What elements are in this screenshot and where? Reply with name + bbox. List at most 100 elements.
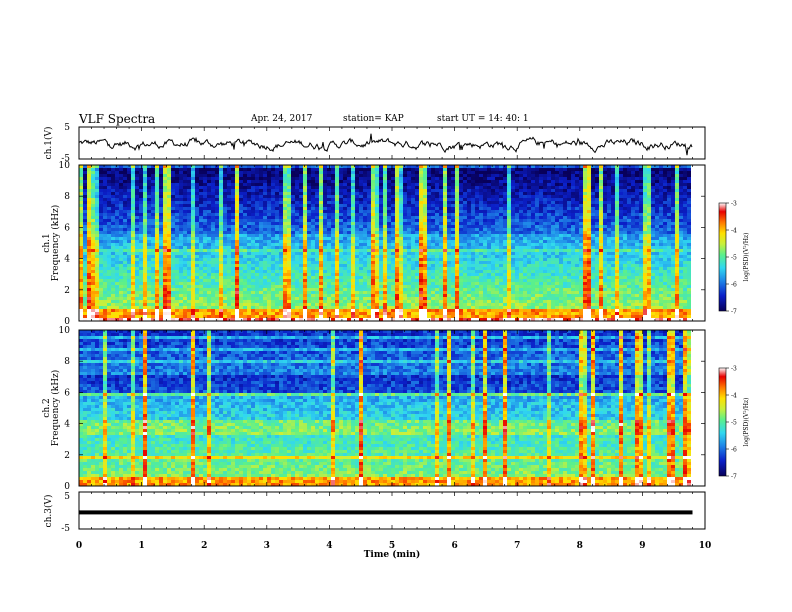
spectrogram-cell (367, 246, 371, 249)
spectrogram-cell (95, 201, 99, 204)
spectrogram-cell (443, 309, 447, 312)
spectrogram-cell (395, 261, 399, 264)
spectrogram-cell (291, 312, 295, 315)
spectrogram-cell (419, 246, 423, 249)
spectrogram-cell (231, 303, 235, 306)
spectrogram-cell (395, 219, 399, 222)
spectrogram-cell (123, 303, 127, 306)
spectrogram-cell (255, 195, 259, 198)
spectrogram-cell (91, 300, 95, 303)
spectrogram-cell (199, 318, 203, 321)
spectrogram-cell (343, 255, 347, 258)
spectrogram-cell (371, 276, 375, 279)
spectrogram-cell (295, 165, 299, 168)
spectrogram-cell (231, 264, 235, 267)
spectrogram-cell (395, 318, 399, 321)
spectrogram-cell (323, 255, 327, 258)
spectrogram-cell (231, 237, 235, 240)
spectrogram-cell (95, 177, 99, 180)
spectrogram-cell (159, 267, 163, 270)
spectrogram-cell (239, 225, 243, 228)
spectrogram-cell (167, 201, 171, 204)
spectrogram-cell (347, 303, 351, 306)
spectrogram-cell (331, 180, 335, 183)
spectrogram-cell (411, 243, 415, 246)
spectrogram-cell (143, 231, 147, 234)
spectrogram-cell (235, 288, 239, 291)
spectrogram-cell (79, 243, 83, 246)
spectrogram-cell (423, 183, 427, 186)
spectrogram-cell (271, 258, 275, 261)
spectrogram-cell (131, 246, 135, 249)
spectrogram-cell (291, 246, 295, 249)
spectrogram-cell (91, 273, 95, 276)
spectrogram-cell (187, 231, 191, 234)
spectrogram-cell (387, 168, 391, 171)
spectrogram-cell (187, 237, 191, 240)
spectrogram-cell (143, 273, 147, 276)
spectrogram-cell (439, 279, 443, 282)
spectrogram-cell (315, 213, 319, 216)
spectrogram-cell (435, 279, 439, 282)
spectrogram-cell (287, 243, 291, 246)
spectrogram-cell (203, 306, 207, 309)
spectrogram-cell (395, 279, 399, 282)
spectrogram-cell (91, 168, 95, 171)
spectrogram-cell (275, 303, 279, 306)
spectrogram-cell (347, 186, 351, 189)
spectrogram-cell (443, 246, 447, 249)
spectrogram-cell (259, 180, 263, 183)
spectrogram-cell (215, 219, 219, 222)
spectrogram-cell (275, 291, 279, 294)
spectrogram-cell (379, 174, 383, 177)
spectrogram-cell (427, 186, 431, 189)
spectrogram-cell (399, 309, 403, 312)
spectrogram-cell (387, 171, 391, 174)
spectrogram-cell (255, 168, 259, 171)
spectrogram-cell (423, 270, 427, 273)
spectrogram-cell (263, 249, 267, 252)
spectrogram-cell (363, 282, 367, 285)
spectrogram-cell (327, 216, 331, 219)
spectrogram-cell (215, 207, 219, 210)
spectrogram-cell (115, 180, 119, 183)
spectrogram-cell (359, 294, 363, 297)
spectrogram-cell (215, 177, 219, 180)
spectrogram-cell (91, 207, 95, 210)
spectrogram-cell (287, 300, 291, 303)
spectrogram-cell (323, 312, 327, 315)
spectrogram-cell (323, 258, 327, 261)
spectrogram-cell (99, 180, 103, 183)
spectrogram-cell (227, 303, 231, 306)
spectrogram-cell (251, 237, 255, 240)
spectrogram-cell (243, 258, 247, 261)
spectrogram-cell (431, 201, 435, 204)
spectrogram-cell (319, 318, 323, 321)
spectrogram-cell (251, 267, 255, 270)
spectrogram-cell (199, 183, 203, 186)
spectrogram-cell (379, 300, 383, 303)
spectrogram-cell (95, 219, 99, 222)
spectrogram-cell (147, 318, 151, 321)
spectrogram-cell (167, 291, 171, 294)
spectrogram-cell (375, 276, 379, 279)
spectrogram-cell (411, 255, 415, 258)
spectrogram-cell (175, 195, 179, 198)
spectrogram-cell (235, 273, 239, 276)
spectrogram-cell (399, 240, 403, 243)
spectrogram-cell (131, 282, 135, 285)
spectrogram-cell (167, 240, 171, 243)
spectrogram-cell (87, 273, 91, 276)
spectrogram-cell (207, 306, 211, 309)
spectrogram-cell (195, 174, 199, 177)
spectrogram-cell (167, 195, 171, 198)
spectrogram-cell (359, 180, 363, 183)
spectrogram-cell (283, 225, 287, 228)
spectrogram-cell (231, 213, 235, 216)
spectrogram-cell (87, 186, 91, 189)
spectrogram-cell (335, 303, 339, 306)
spectrogram-cell (155, 246, 159, 249)
spectrogram-cell (147, 246, 151, 249)
spectrogram-cell (323, 177, 327, 180)
spectrogram-cell (155, 294, 159, 297)
